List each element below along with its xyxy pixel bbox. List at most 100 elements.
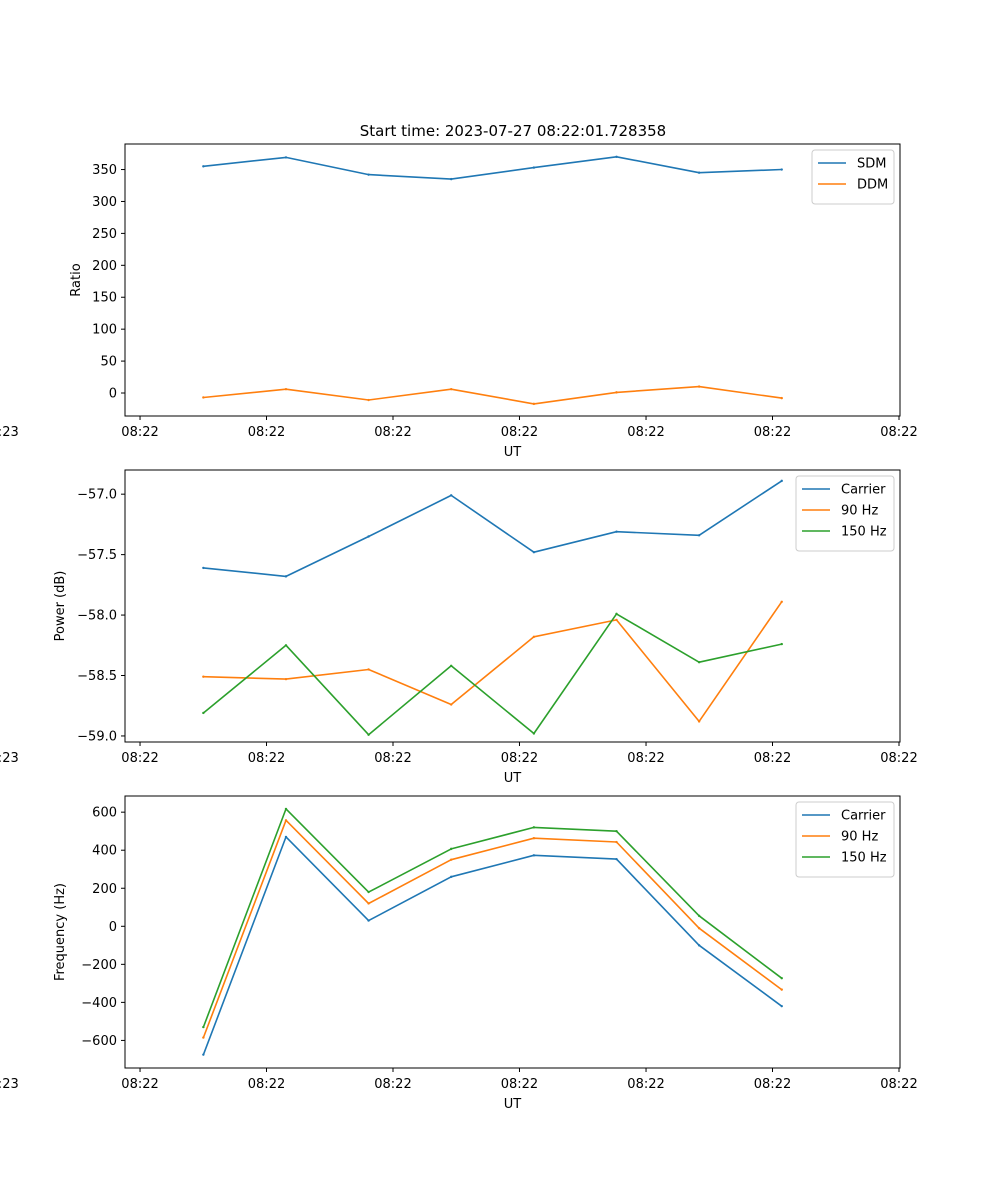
chart3-x-tick-label: 08:22 [501, 1077, 538, 1092]
chart3-legend [795, 801, 895, 878]
chart2-x-tick-label: 08:22 [374, 751, 411, 766]
chart3-series-line-150-hz [202, 808, 783, 1028]
chart2-x-tick-label: 08:22 [880, 751, 917, 766]
chart3-data-point [202, 1025, 205, 1029]
chart2-legend-label: Carrier [841, 483, 886, 498]
chart1-x-tick-label: 08:22 [248, 425, 285, 440]
chart3-y-tick-label: −200 [81, 958, 117, 973]
chart3-y-axis-label: Frequency (Hz) [53, 883, 68, 981]
chart3-data-point [780, 988, 783, 991]
chart2-x-tick-label: 08:22 [627, 751, 664, 766]
chart3-x-tick-label: 08:22 [121, 1077, 158, 1092]
chart3-x-axis-label: UT [504, 1097, 522, 1112]
chart3-data-point [284, 807, 288, 811]
chart3-data-point [615, 857, 618, 861]
chart3-data-point [449, 858, 453, 861]
chart2-data-point [780, 642, 783, 646]
chart3-data-point [532, 837, 536, 840]
chart1-y-tick-label: 350 [92, 163, 117, 178]
chart2-data-point [202, 675, 205, 678]
chart1-data-point [202, 396, 205, 399]
chart1-legend-label: SDM [857, 157, 886, 172]
chart3-series-line-carrier [202, 836, 783, 1055]
chart1-data-point [532, 166, 536, 169]
chart1-x-tick-label: 08:22 [374, 425, 411, 440]
chart3-y-tick-label: −400 [81, 996, 117, 1011]
chart1-data-point [284, 156, 288, 159]
chart3-x-tick-label: 08:23 [0, 1077, 19, 1092]
chart2-data-point [449, 664, 453, 668]
chart1-y-tick-label: 250 [92, 227, 117, 242]
chart3-x-tick-label: 08:22 [754, 1077, 791, 1092]
chart1-data-point [697, 171, 701, 174]
chart1-legend-label: DDM [857, 178, 888, 193]
chart2-data-point [615, 618, 618, 622]
chart1-x-tick-label: 08:22 [880, 425, 917, 440]
chart1-x-tick-label: 08:22 [627, 425, 664, 440]
chart3-axes-frame [124, 795, 901, 1069]
chart3-legend-label: 90 Hz [841, 830, 878, 845]
chart3-x-tick-label: 08:22 [627, 1077, 664, 1092]
chart3-data-point [780, 977, 783, 980]
chart3-legend-label: 150 Hz [841, 851, 887, 866]
chart3-x-tick-label: 08:22 [374, 1077, 411, 1092]
chart2-y-tick-label: −59.0 [77, 729, 117, 744]
chart2-x-axis-label: UT [504, 771, 522, 786]
chart2-x-tick-label: 08:22 [501, 751, 538, 766]
chart3-data-point [532, 854, 536, 857]
chart2-data-point [367, 733, 370, 736]
chart1-data-point [615, 155, 618, 158]
chart2-x-tick-label: 08:23 [0, 751, 19, 766]
chart2-data-point [284, 677, 288, 681]
chart3-data-point [449, 847, 453, 851]
chart3-data-point [615, 840, 618, 844]
chart3-y-tick-label: 0 [109, 920, 117, 935]
chart1-data-point [615, 391, 618, 394]
chart3-data-point [697, 944, 701, 947]
chart2-data-point [284, 644, 288, 647]
chart1-y-tick-label: 50 [100, 355, 117, 370]
chart2-data-point [284, 575, 288, 578]
chart2-data-point [697, 720, 701, 723]
chart3-data-point [697, 926, 701, 930]
chart3-data-point [367, 919, 370, 922]
chart2-y-axis-label: Power (dB) [53, 571, 68, 642]
chart2-data-point [697, 534, 701, 537]
chart2-data-point [367, 535, 370, 538]
chart3-data-point [284, 835, 288, 839]
chart2-data-point [615, 612, 618, 616]
figure-title: Start time: 2023-07-27 08:22:01.728358 [360, 122, 666, 140]
chart3-data-point [367, 890, 370, 894]
chart1-x-tick-label: 08:22 [121, 425, 158, 440]
chart3-group: 08:22 08:22 08:22 08:22 08:22 08:22 08:22 08:23… [0, 795, 918, 1112]
chart3-series-line-90-hz [202, 819, 783, 1038]
chart3-data-point [780, 1004, 783, 1008]
chart1-x-tick-label: 08:23 [0, 425, 19, 440]
chart3-y-tick-label: 400 [92, 844, 117, 859]
chart1-y-axis-label: Ratio [69, 263, 84, 296]
chart2-x-tick-label: 08:22 [754, 751, 791, 766]
chart2-y-tick-label: −58.0 [77, 609, 117, 624]
chart3-data-point [449, 875, 453, 879]
chart1-x-tick-label: 08:22 [754, 425, 791, 440]
chart1-x-tick-label: 08:22 [501, 425, 538, 440]
chart3-data-point [532, 826, 536, 829]
chart2-x-tick-label: 08:22 [121, 751, 158, 766]
chart2-data-point [780, 479, 783, 483]
chart1-series-line-sdm [203, 156, 782, 180]
chart2-legend [795, 475, 895, 552]
chart2-data-point [202, 566, 205, 570]
chart1-x-axis-label: UT [504, 445, 522, 460]
chart2-x-tick-label: 08:22 [248, 751, 285, 766]
chart2-y-tick-label: −58.5 [77, 669, 117, 684]
chart2-data-point [449, 494, 453, 497]
chart3-data-point [202, 1053, 205, 1056]
chart1-y-tick-label: 150 [92, 291, 117, 306]
chart1-data-point [367, 173, 370, 176]
chart2-data-point [449, 703, 453, 706]
chart1-data-point [449, 387, 453, 391]
chart1-y-tick-label: 0 [109, 387, 117, 402]
chart1-data-point [780, 168, 783, 171]
chart2-legend-label: 150 Hz [841, 525, 887, 540]
